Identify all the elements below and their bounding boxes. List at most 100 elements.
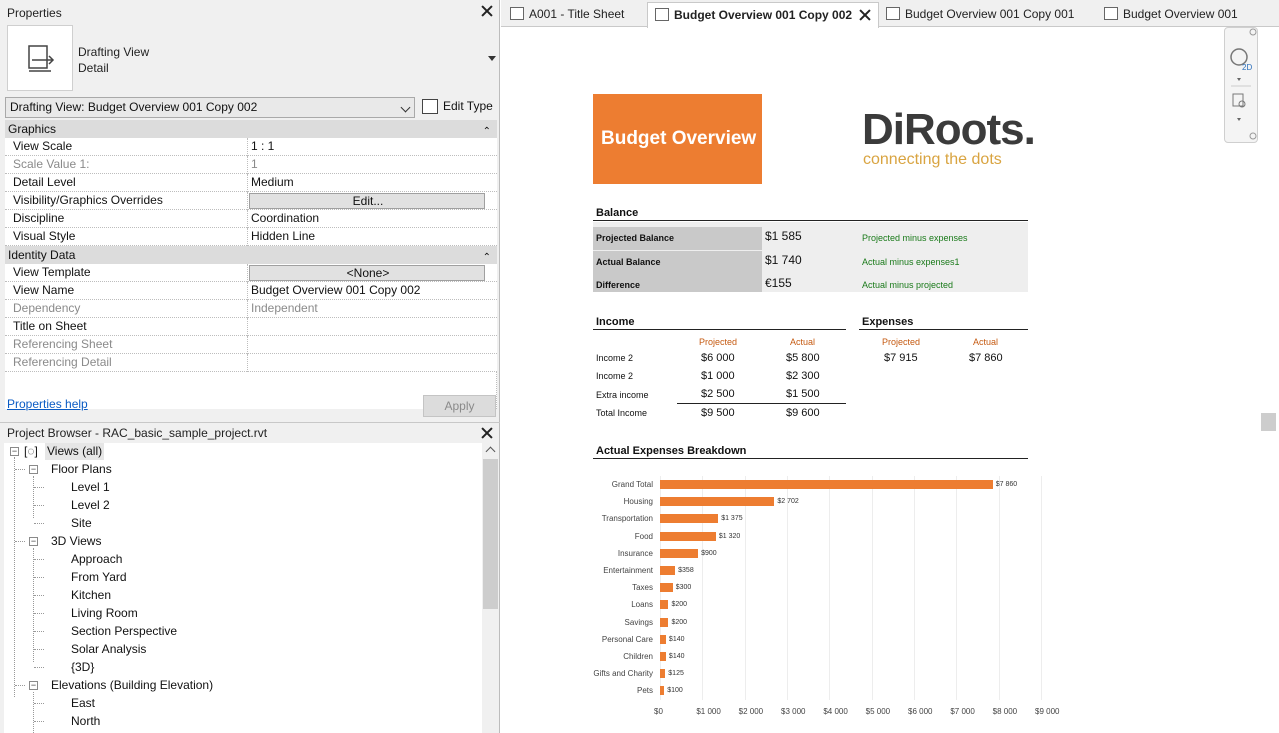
tree-item-floor-plans[interactable]: Floor Plans	[51, 462, 112, 476]
collapse-toggle[interactable]: −	[29, 464, 38, 474]
prop-row[interactable]: View Name Budget Overview 001 Copy 002	[5, 282, 497, 300]
canvas-scrollbar[interactable]	[1261, 28, 1279, 733]
apply-button[interactable]: Apply	[423, 395, 496, 417]
chart-bar	[660, 617, 669, 627]
chart-bar	[660, 669, 666, 679]
logo-tagline: connecting the dots	[863, 151, 1002, 168]
chart-category-label: Personal Care	[601, 634, 653, 644]
tree-item[interactable]: Living Room	[71, 606, 138, 620]
chart-data-label: $140	[668, 635, 685, 643]
tree-item[interactable]: Section Perspective	[71, 624, 178, 638]
chart-bar	[660, 600, 669, 610]
chart-bar	[660, 548, 699, 558]
close-icon[interactable]	[481, 5, 493, 17]
navigation-bar[interactable]: 2D	[1224, 27, 1258, 143]
view-tabs: A001 - Title Sheet Budget Overview 001 C…	[501, 0, 1279, 28]
chart-tick-label: $9 000	[1035, 707, 1060, 716]
view-template-button[interactable]: <None>	[249, 265, 485, 281]
chevron-down-icon[interactable]	[488, 56, 496, 61]
instance-selector-value: Drafting View: Budget Overview 001 Copy …	[10, 100, 258, 114]
chart-data-label: $1 375	[721, 515, 743, 523]
schedule-icon	[1104, 7, 1118, 20]
prop-row[interactable]: Visual Style Hidden Line	[5, 228, 497, 246]
tree-item[interactable]: Level 1	[71, 480, 110, 494]
chart-bar	[660, 652, 666, 661]
prop-row[interactable]: Detail Level Medium	[5, 174, 497, 192]
chart-tick-label: $4 000	[823, 707, 848, 716]
chart-gridline	[998, 476, 1000, 700]
chart-tick-label: $8 000	[992, 707, 1018, 716]
chart-data-label: $2 702	[777, 498, 799, 506]
chart-tick-label: $1 000	[696, 707, 721, 716]
prop-row: Referencing Sheet	[5, 336, 497, 354]
chart-category-label: Children	[623, 652, 653, 661]
tree-item[interactable]: Kitchen	[71, 588, 112, 602]
chart-gridline	[702, 476, 704, 700]
collapse-icon[interactable]: ⌃	[482, 126, 491, 137]
tab-budget-overview-copy-002[interactable]: Budget Overview 001 Copy 002	[647, 2, 879, 28]
tree-item-3d-views[interactable]: 3D Views	[51, 534, 102, 548]
chart-tick-label: $0	[654, 707, 663, 716]
chart-bar	[660, 531, 716, 541]
chart-tick-label: $5 000	[865, 707, 891, 716]
tree-root[interactable]: Views (all)	[45, 443, 105, 460]
chart-data-label: $140	[668, 653, 685, 660]
prop-row[interactable]: View Scale 1 : 1	[5, 138, 497, 156]
tree-item[interactable]: Solar Analysis	[71, 642, 147, 656]
diroots-logo: DiRoots.	[862, 105, 1036, 154]
chart-tick-label: $3 000	[781, 707, 806, 716]
chart-bar	[660, 634, 666, 644]
tree-item[interactable]: East	[71, 696, 96, 710]
edit-type-button[interactable]: Edit Type	[421, 97, 493, 118]
chart-data-label: $200	[671, 601, 688, 609]
tab-budget-overview-001[interactable]: Budget Overview 001	[1097, 2, 1277, 26]
tree-item[interactable]: North	[71, 714, 101, 728]
tree-item-elevations[interactable]: Elevations (Building Elevation)	[51, 678, 214, 692]
collapse-icon[interactable]: ⌃	[482, 252, 491, 263]
close-icon[interactable]	[859, 9, 871, 21]
chart-bar	[660, 583, 673, 593]
group-identity-data[interactable]: Identity Data ⌃	[5, 246, 497, 264]
chart-category-label: Savings	[624, 617, 653, 627]
tab-budget-overview-copy-001[interactable]: Budget Overview 001 Copy 001	[879, 2, 1095, 26]
chart-category-label: Housing	[623, 497, 653, 507]
balance-table: Projected Balance $1 585 Projected minus…	[593, 222, 1028, 292]
instance-selector[interactable]: Drafting View: Budget Overview 001 Copy …	[5, 97, 415, 118]
prop-row[interactable]: Visibility/Graphics Overrides Edit...	[5, 192, 497, 210]
properties-title: Properties	[7, 6, 62, 20]
group-graphics[interactable]: Graphics ⌃	[5, 120, 497, 138]
properties-help-link[interactable]: Properties help	[7, 397, 88, 411]
chart-category-label: Entertainment	[603, 566, 653, 575]
collapse-toggle[interactable]: −	[29, 536, 38, 546]
tab-title-sheet[interactable]: A001 - Title Sheet	[503, 2, 643, 26]
prop-row[interactable]: Title on Sheet	[5, 318, 497, 336]
chart-category-label: Taxes	[632, 583, 653, 593]
collapse-toggle[interactable]: −	[10, 446, 19, 456]
chart-bar	[660, 566, 676, 575]
tree-item[interactable]: Level 2	[71, 498, 110, 512]
type-name: Drafting View	[78, 45, 150, 59]
chart-bar	[660, 686, 665, 696]
prop-row[interactable]: Discipline Coordination	[5, 210, 497, 228]
prop-row[interactable]: View Template <None>	[5, 264, 497, 282]
budget-header: Budget Overview	[593, 94, 762, 184]
chevron-down-icon[interactable]	[400, 102, 411, 113]
type-selector[interactable]: Drafting View Detail	[6, 24, 498, 94]
income-title: Income	[593, 315, 846, 330]
chart-category-label: Pets	[636, 686, 653, 696]
tree-item[interactable]: Site	[71, 516, 92, 530]
chart-data-label: $1 320	[718, 532, 741, 540]
prop-row: Dependency Independent	[5, 300, 497, 318]
tree-scrollbar[interactable]	[483, 443, 498, 733]
chart-category-label: Transportation	[601, 514, 653, 524]
drafting-view-icon	[655, 8, 669, 21]
schedule-icon	[886, 7, 900, 20]
chart-gridline	[914, 476, 915, 700]
sheet-icon	[510, 7, 524, 20]
tree-item[interactable]: Approach	[71, 552, 123, 566]
tree-item[interactable]: {3D}	[71, 660, 95, 674]
tree-item[interactable]: From Yard	[71, 570, 127, 584]
collapse-toggle[interactable]: −	[29, 680, 38, 690]
vg-edit-button[interactable]: Edit...	[249, 193, 485, 209]
close-icon[interactable]	[481, 427, 493, 439]
